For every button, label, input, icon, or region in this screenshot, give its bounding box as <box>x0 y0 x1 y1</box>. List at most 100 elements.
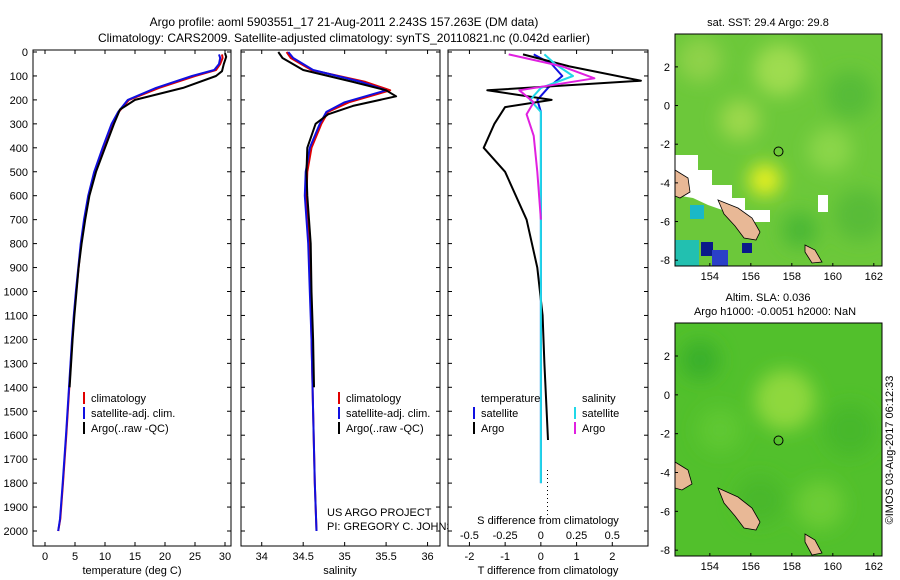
y-tick-label: 300 <box>10 119 28 131</box>
sst-warm-patch <box>749 164 781 196</box>
sla-patch <box>824 404 876 456</box>
sst-patch <box>720 100 760 140</box>
land-bougainville <box>804 244 823 264</box>
legend-title-salinity: salinity <box>582 393 616 405</box>
y-tick-label: 100 <box>10 71 28 83</box>
map-y-tick-label: -6 <box>660 506 670 518</box>
s-diff-tick-label: 0.5 <box>605 530 620 542</box>
difference-panel: -2 -1 0 1 2 -0.5 -0.25 0 0.25 0.5 T difference f… <box>447 49 649 577</box>
sst-patch <box>754 44 806 96</box>
sst-cold-cell <box>712 250 728 266</box>
s-difference-label: S difference from climatology <box>477 515 619 527</box>
argo-location-marker <box>773 146 784 157</box>
legend-title-temperature: temperature <box>481 393 540 405</box>
salinity-axes-box <box>240 49 441 547</box>
t-difference-label: T difference from climatology <box>478 565 619 577</box>
legend-label: satellite-adj. clim. <box>346 408 430 420</box>
salinity-difference-axis: -0.5 -0.25 0 0.25 0.5 <box>460 530 620 542</box>
salinity-legend: climatology satellite-adj. clim. Argo(..… <box>338 392 430 435</box>
s-diff-tick-label: -0.5 <box>460 530 479 542</box>
map-y-tick-label: 2 <box>664 62 670 74</box>
y-tick-label: 500 <box>10 167 28 179</box>
map-y-tick-label: -2 <box>660 429 670 441</box>
map-x-tick-label: 162 <box>865 561 883 573</box>
legend-label: Argo <box>481 423 504 435</box>
sst-cold-cell <box>701 242 713 256</box>
temperature-panel: 0100200300400500600700800900100011001200… <box>4 47 232 577</box>
x-tick-label: 0 <box>42 551 48 563</box>
y-tick-label: 1800 <box>4 478 28 490</box>
sst-map-texture <box>678 38 882 248</box>
y-tick-label: 1700 <box>4 454 28 466</box>
sst-patch <box>782 212 818 248</box>
sla-patch <box>796 481 844 529</box>
difference-depth-ticks <box>448 51 648 532</box>
x-tick-label: 36 <box>421 551 433 563</box>
sst-map-axes: 154 156 158 160 162 2 0 -2 -4 -6 -8 <box>660 62 883 283</box>
legend-label: satellite-adj. clim. <box>91 408 175 420</box>
y-tick-label: 700 <box>10 215 28 227</box>
series-line-argo <box>277 51 398 388</box>
map-x-tick-label: 160 <box>824 561 842 573</box>
map-x-tick-label: 160 <box>824 271 842 283</box>
difference-legend: temperature salinity satellite Argo sate… <box>473 393 619 435</box>
sla-patch <box>698 408 742 452</box>
temperature-x-axis: 0 5 10 15 20 25 30 <box>42 50 231 563</box>
map-y-tick-label: 0 <box>664 390 670 402</box>
map-y-tick-label: -4 <box>660 468 670 480</box>
sst-patch <box>834 189 882 241</box>
sla-patch <box>680 340 720 380</box>
y-tick-label: 1300 <box>4 358 28 370</box>
map-x-tick-label: 158 <box>783 271 801 283</box>
map-y-tick-label: -8 <box>660 545 670 557</box>
figure-title-line2: Climatology: CARS2009. Satellite-adjuste… <box>98 31 590 45</box>
map-x-tick-label: 158 <box>783 561 801 573</box>
y-tick-label: 1400 <box>4 382 28 394</box>
map-x-tick-label: 156 <box>742 561 760 573</box>
map-y-tick-label: -4 <box>660 178 670 190</box>
depth-axis: 0 100 200 300 400 500 600 700 800 900 1000 1100 1200… <box>4 47 231 538</box>
salinity-series <box>277 51 398 532</box>
figure-title-line1: Argo profile: aoml 5903551_17 21-Aug-201… <box>150 15 539 29</box>
legend-label: Argo(..raw -QC) <box>91 423 169 435</box>
map-x-tick-label: 162 <box>865 271 883 283</box>
x-tick-label: -1 <box>500 551 510 563</box>
map-x-tick-label: 154 <box>701 561 719 573</box>
y-tick-label: 1100 <box>4 310 28 322</box>
y-tick-label: 600 <box>10 191 28 203</box>
land-bougainville <box>804 533 823 556</box>
x-tick-label: 34.5 <box>292 551 313 563</box>
salinity-panel: 34 34.5 35 35.5 36 salinity climatology sate… <box>240 49 470 577</box>
legend-label: satellite <box>481 408 518 420</box>
x-tick-label: 35 <box>339 551 351 563</box>
y-tick-label: 200 <box>10 95 28 107</box>
x-tick-label: 10 <box>99 551 111 563</box>
salinity-x-label: salinity <box>323 565 357 577</box>
land-new-ireland <box>717 199 761 241</box>
sst-no-data-region <box>675 155 770 222</box>
x-tick-label: 5 <box>72 551 78 563</box>
land-new-britain <box>675 461 693 491</box>
x-tick-label: 1 <box>574 551 580 563</box>
salinity-x-axis: 34 34.5 35 35.5 36 <box>256 50 434 563</box>
pi-annotation: PI: GREGORY C. JOHNSON <box>327 521 470 533</box>
sla-map-title: Altim. SLA: 0.036 <box>726 292 811 304</box>
land-new-britain <box>675 169 691 199</box>
y-tick-label: 400 <box>10 143 28 155</box>
y-tick-label: 1900 <box>4 502 28 514</box>
argo-location-marker <box>773 435 784 446</box>
temperature-legend: climatology satellite-adj. clim. Argo(..… <box>83 392 175 435</box>
sst-no-data-region <box>818 195 828 212</box>
sla-map-frame <box>674 322 883 557</box>
map-x-tick-label: 154 <box>701 271 719 283</box>
legend-label: Argo(..raw -QC) <box>346 423 424 435</box>
y-tick-label: 1000 <box>4 287 28 299</box>
x-tick-label: 15 <box>129 551 141 563</box>
x-tick-label: 25 <box>189 551 201 563</box>
x-tick-label: 34 <box>256 551 268 563</box>
sst-patch <box>826 71 874 119</box>
temperature-series <box>57 52 228 532</box>
map-y-tick-label: -6 <box>660 217 670 229</box>
project-annotation: US ARGO PROJECT <box>327 507 432 519</box>
